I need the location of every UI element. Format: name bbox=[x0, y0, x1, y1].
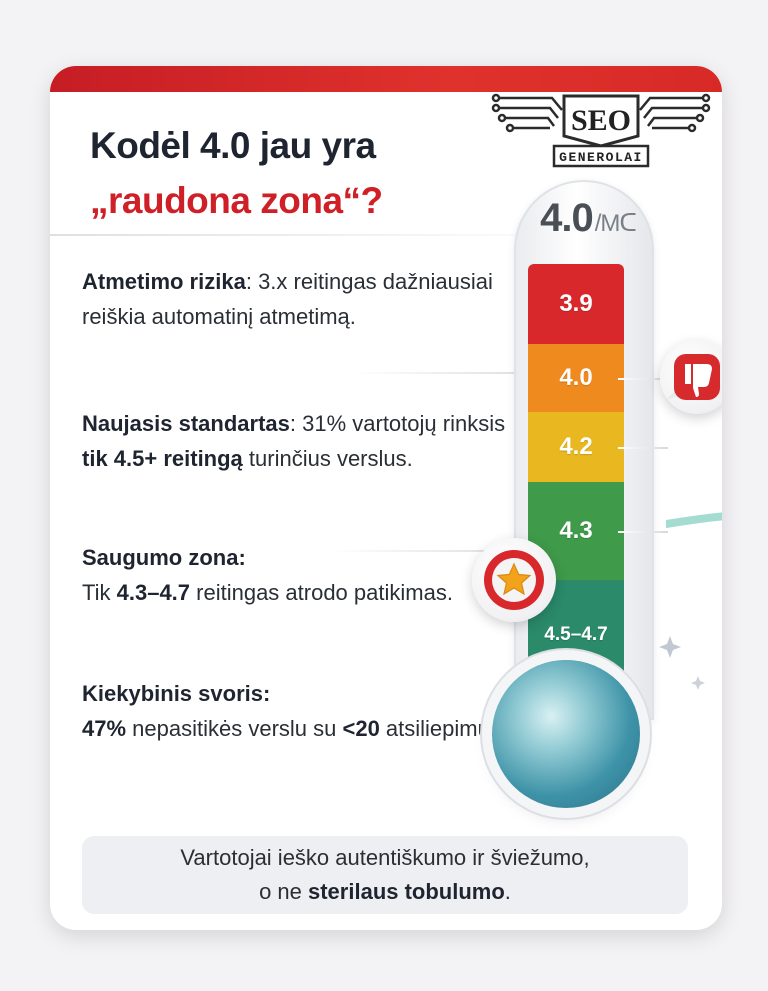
segment-tick bbox=[618, 378, 668, 380]
infographic-card: Kodėl 4.0 jau yra „raudona zona“? SEO GE… bbox=[50, 66, 722, 930]
winged-circuit-badge-icon bbox=[491, 93, 711, 168]
point-text: 3.x reitingas dažniausiai reiškia automa… bbox=[82, 269, 493, 329]
arrow-right-icon bbox=[666, 512, 722, 528]
thermometer-segment: 4.0 bbox=[528, 344, 668, 414]
footer-text: Vartotojai ieško autentiškumo ir šviežum… bbox=[180, 841, 589, 909]
thumbs-down-icon bbox=[666, 354, 720, 400]
segment-label: 3.9 bbox=[559, 290, 593, 317]
point-label: Naujasis standartas bbox=[82, 411, 290, 436]
point-text: 31% vartotojų rinksis bbox=[296, 411, 506, 436]
point-quantity-weight: Kiekybinis svoris: 47% nepasitikės verslu… bbox=[82, 676, 512, 746]
point-bold: tik 4.5+ reitingą bbox=[82, 446, 243, 471]
segment-tick bbox=[618, 531, 668, 533]
segment-label: 4.0 bbox=[559, 364, 593, 391]
segment-tick bbox=[618, 447, 668, 449]
thermometer-segment: 3.9 bbox=[528, 264, 624, 346]
scale-value: 4.0 bbox=[540, 196, 594, 240]
footer-callout: Vartotojai ieško autentiškumo ir šviežum… bbox=[82, 836, 688, 914]
star-bubble bbox=[472, 538, 556, 622]
segment-label: 4.2 bbox=[559, 433, 593, 460]
top-accent-bar bbox=[50, 66, 722, 92]
footer-line-2b: . bbox=[504, 879, 511, 904]
footer-bold: sterilaus tobulumo bbox=[308, 879, 505, 904]
point-safety-zone: Saugumo zona: Tik 4.3–4.7 reitingas atrod… bbox=[82, 540, 512, 610]
guide-line bbox=[330, 550, 500, 552]
thumbs-down-bubble bbox=[660, 340, 722, 414]
point-bold: <20 bbox=[342, 716, 380, 741]
guide-line bbox=[350, 372, 520, 374]
segment-label: 4.3 bbox=[559, 517, 593, 544]
page-title: Kodėl 4.0 jau yra „raudona zona“? bbox=[90, 118, 383, 228]
point-label: Saugumo zona: bbox=[82, 545, 246, 570]
thermometer-segment: 4.2 bbox=[528, 412, 668, 484]
point-bold: 4.3–4.7 bbox=[116, 580, 191, 605]
title-divider bbox=[50, 234, 520, 236]
point-punct: : bbox=[245, 269, 252, 294]
star-icon bbox=[484, 550, 544, 610]
scale-unit: /Mᑕ bbox=[594, 210, 637, 237]
title-line-1: Kodėl 4.0 jau yra bbox=[90, 125, 376, 166]
point-text: nepasitikės verslu su bbox=[126, 716, 343, 741]
seo-generolai-logo: SEO GENEROLAI bbox=[491, 93, 711, 168]
thermometer-bulb bbox=[492, 660, 640, 808]
point-text: turinčius verslus. bbox=[242, 446, 413, 471]
point-bold: 47% bbox=[82, 716, 127, 741]
point-text: reitingas atrodo patikimas. bbox=[190, 580, 453, 605]
point-new-standard: Naujasis standartas: 31% vartotojų rinks… bbox=[82, 406, 512, 476]
point-reject-risk: Atmetimo rizika: 3.x reitingas dažniausi… bbox=[82, 264, 512, 334]
point-label: Atmetimo rizika bbox=[82, 269, 246, 294]
thermometer-scale: 4.0/Mᑕ bbox=[528, 196, 648, 241]
point-punct: : bbox=[289, 411, 296, 436]
title-line-2: „raudona zona“? bbox=[90, 180, 383, 221]
segment-label: 4.5–4.7 bbox=[544, 624, 608, 645]
logo-brand-text: SEO bbox=[571, 104, 631, 137]
footer-line-2a: o ne bbox=[259, 879, 308, 904]
footer-line-1: Vartotojai ieško autentiškumo ir šviežum… bbox=[180, 845, 590, 870]
point-text: Tik bbox=[82, 580, 117, 605]
logo-subtitle-text: GENEROLAI bbox=[559, 150, 643, 165]
sparkle-icon bbox=[659, 636, 705, 690]
point-text: atsiliepimų. bbox=[379, 716, 496, 741]
point-label: Kiekybinis svoris: bbox=[82, 681, 271, 706]
